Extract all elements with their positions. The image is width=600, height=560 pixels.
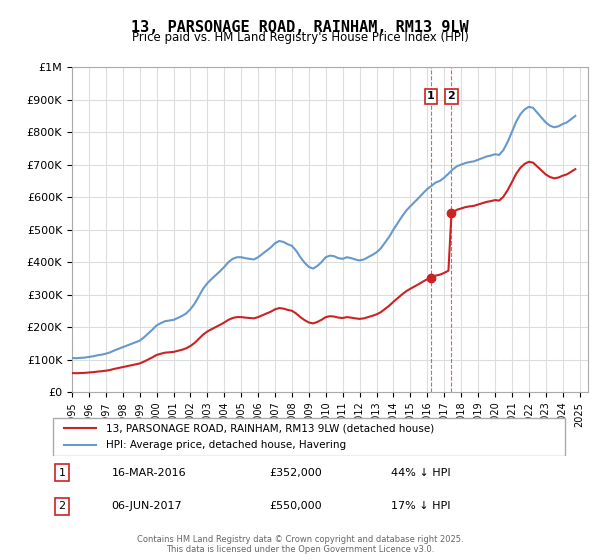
Text: £352,000: £352,000: [270, 468, 323, 478]
Text: 2: 2: [59, 501, 65, 511]
Text: 44% ↓ HPI: 44% ↓ HPI: [391, 468, 451, 478]
Text: 13, PARSONAGE ROAD, RAINHAM, RM13 9LW (detached house): 13, PARSONAGE ROAD, RAINHAM, RM13 9LW (d…: [106, 423, 434, 433]
Text: 2: 2: [448, 91, 455, 101]
Text: 16-MAR-2016: 16-MAR-2016: [112, 468, 186, 478]
Text: £550,000: £550,000: [270, 501, 322, 511]
FancyBboxPatch shape: [53, 418, 565, 456]
Text: Price paid vs. HM Land Registry's House Price Index (HPI): Price paid vs. HM Land Registry's House …: [131, 31, 469, 44]
Text: 13, PARSONAGE ROAD, RAINHAM, RM13 9LW: 13, PARSONAGE ROAD, RAINHAM, RM13 9LW: [131, 20, 469, 35]
Text: 17% ↓ HPI: 17% ↓ HPI: [391, 501, 451, 511]
Text: 1: 1: [427, 91, 435, 101]
Text: 06-JUN-2017: 06-JUN-2017: [112, 501, 182, 511]
Text: HPI: Average price, detached house, Havering: HPI: Average price, detached house, Have…: [106, 440, 346, 450]
Text: 1: 1: [59, 468, 65, 478]
Text: Contains HM Land Registry data © Crown copyright and database right 2025.
This d: Contains HM Land Registry data © Crown c…: [137, 535, 463, 554]
